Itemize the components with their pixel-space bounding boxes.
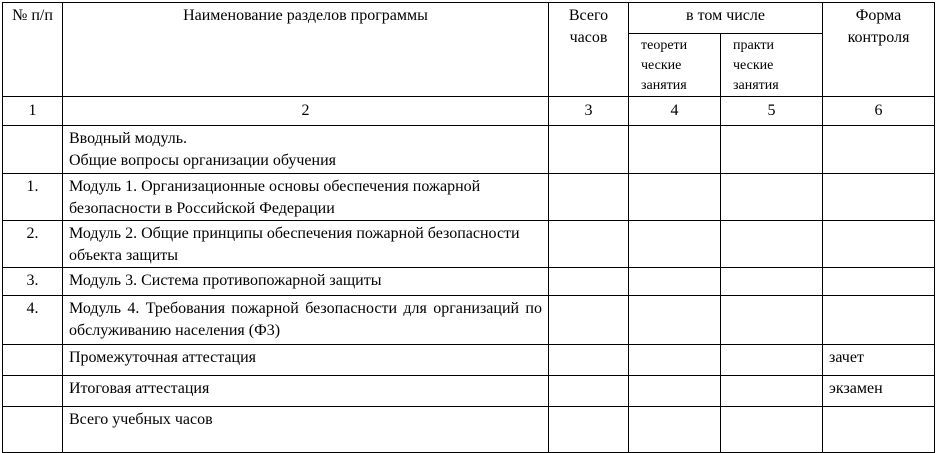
row-name-line: Вводный модуль. — [69, 130, 188, 147]
cell-total — [548, 220, 629, 268]
table-row: Итоговая аттестация экзамен — [2, 375, 936, 407]
cell-practice — [719, 406, 824, 453]
header-num: № п/п — [2, 2, 63, 97]
row-name: Всего учебных часов — [62, 406, 549, 453]
cell-practice — [719, 295, 824, 345]
row-name: Модуль 4. Требования пожарной безопаснос… — [62, 295, 549, 345]
column-number: 2 — [62, 96, 549, 126]
subheader-row: теорети ческие занятия практи ческие зан… — [3, 33, 935, 97]
table-row: 1. Модуль 1. Организационные основы обес… — [2, 173, 936, 221]
cell-practice — [719, 125, 824, 174]
cell-theory — [628, 344, 721, 376]
cell-total — [548, 406, 629, 453]
table-row: Промежуточная аттестация зачет — [2, 344, 936, 376]
column-number: 5 — [719, 96, 824, 126]
cell-total — [548, 173, 629, 221]
header-name: Наименование разделов программы — [62, 2, 549, 97]
cell-total — [548, 344, 629, 376]
row-num: 1. — [2, 173, 63, 221]
row-control — [822, 220, 936, 268]
row-control — [822, 267, 936, 296]
header-row: № п/п Наименование разделов программы Вс… — [2, 2, 936, 97]
cell-theory — [628, 173, 721, 221]
column-number: 1 — [2, 96, 63, 126]
row-name: Вводный модуль. Общие вопросы организации… — [62, 125, 549, 174]
cell-theory — [628, 295, 721, 345]
row-num — [2, 406, 63, 453]
header-theory: теорети ческие занятия — [628, 33, 721, 97]
row-name: Модуль 1. Организационные основы обеспеч… — [62, 173, 549, 221]
cell-theory — [628, 220, 721, 268]
column-numbers-row: 1 2 3 4 5 6 — [2, 96, 936, 126]
table-row: Вводный модуль. Общие вопросы организации… — [2, 125, 936, 174]
row-name: Итоговая аттестация — [62, 375, 549, 407]
row-name: Промежуточная аттестация — [62, 344, 549, 376]
table-row: Всего учебных часов — [2, 406, 936, 453]
row-control — [822, 295, 936, 345]
row-control: экзамен — [822, 375, 936, 407]
row-num — [2, 125, 63, 174]
row-control — [822, 125, 936, 174]
cell-practice — [719, 344, 824, 376]
row-control — [822, 406, 936, 453]
row-num — [2, 375, 63, 407]
row-name-line: Общие вопросы организации обучения — [69, 152, 336, 169]
header-total: Всего часов — [548, 2, 629, 97]
cell-total — [548, 375, 629, 407]
header-practice: практи ческие занятия — [719, 33, 824, 97]
cell-total — [548, 125, 629, 174]
column-number: 6 — [822, 96, 936, 126]
row-num: 4. — [2, 295, 63, 345]
cell-total — [548, 267, 629, 296]
header-including: в том числе — [627, 2, 824, 34]
cell-practice — [719, 220, 824, 268]
column-number: 3 — [548, 96, 629, 126]
header-control: Форма контроля — [822, 2, 936, 97]
table-row: 2. Модуль 2. Общие принципы обеспечения … — [2, 220, 936, 268]
table-row: 4. Модуль 4. Требования пожарной безопас… — [2, 295, 936, 345]
cell-practice — [719, 375, 824, 407]
row-num — [2, 344, 63, 376]
row-name: Модуль 3. Система противопожарной защиты — [62, 267, 549, 296]
cell-theory — [628, 375, 721, 407]
cell-practice — [719, 267, 824, 296]
row-num: 2. — [2, 220, 63, 268]
column-number: 4 — [628, 96, 721, 126]
cell-theory — [628, 406, 721, 453]
cell-total — [548, 295, 629, 345]
cell-practice — [719, 173, 824, 221]
row-control: зачет — [822, 344, 936, 376]
cell-theory — [628, 267, 721, 296]
row-name: Модуль 2. Общие принципы обеспечения пож… — [62, 220, 549, 268]
cell-theory — [628, 125, 721, 174]
row-control — [822, 173, 936, 221]
row-num: 3. — [2, 267, 63, 296]
table-row: 3. Модуль 3. Система противопожарной защ… — [2, 267, 936, 296]
